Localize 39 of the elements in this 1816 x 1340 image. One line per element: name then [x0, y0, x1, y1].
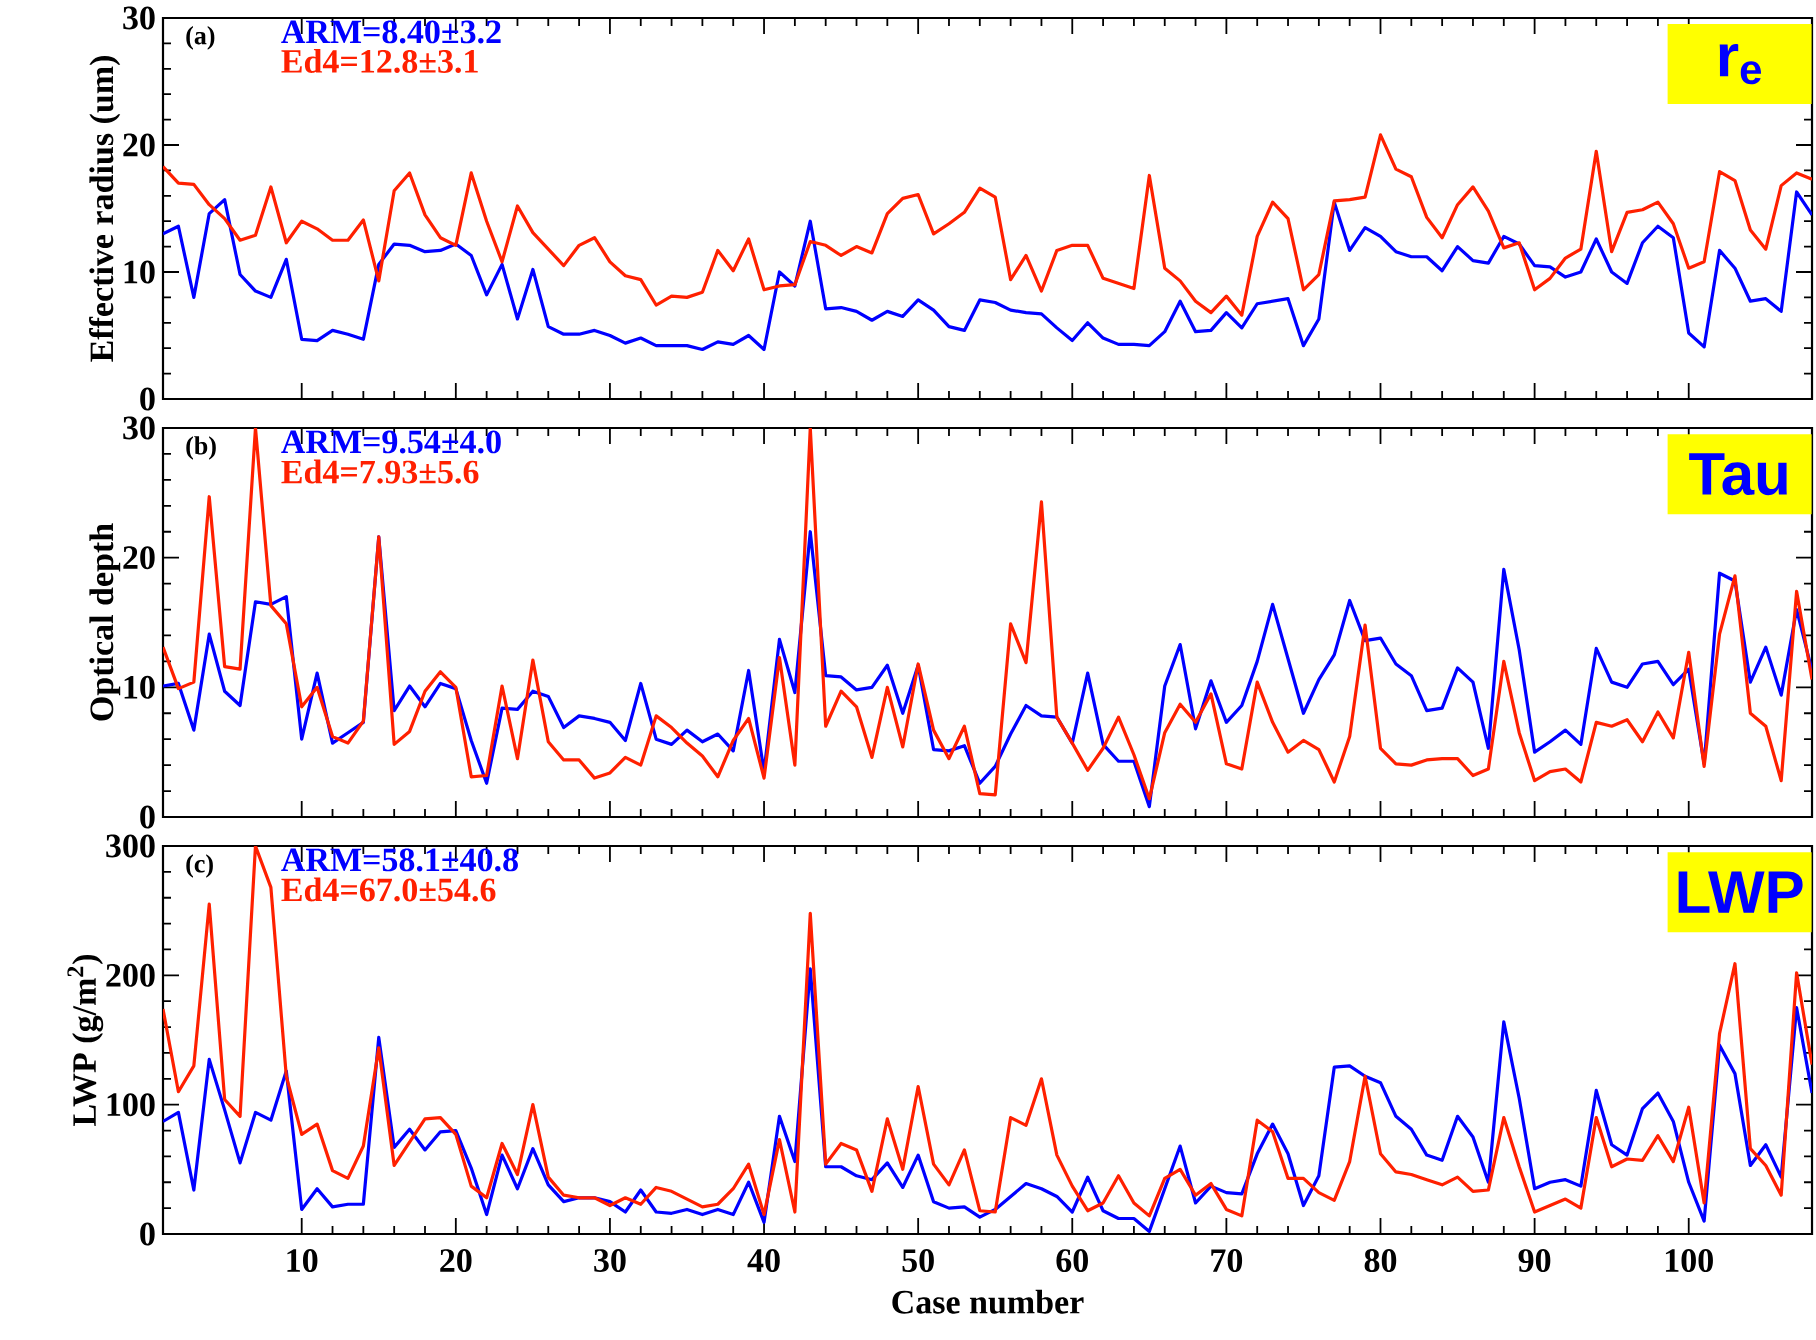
y-axis-title: LWP (g/m$^{2}$): [67, 954, 104, 1126]
x-tick-label: 100: [1665, 1249, 1713, 1273]
y-tick-label: 0: [140, 1222, 155, 1246]
annotation: ARM=8.40±3.2: [281, 20, 501, 44]
annotation: (a): [186, 26, 215, 50]
y-tick-label: 100: [107, 1093, 155, 1117]
y-tick-label: 20: [123, 546, 155, 570]
x-tick-label: 80: [1364, 1249, 1397, 1273]
annotation: (b): [186, 436, 216, 460]
annotation: ARM=9.54±4.0: [281, 430, 501, 454]
x-tick-label: 40: [747, 1249, 780, 1273]
y-tick-label: 0: [140, 387, 155, 411]
y-tick-label: 20: [123, 133, 155, 157]
y-axis-title: Optical depth: [89, 523, 121, 721]
annotation: ARM=58.1±40.8: [281, 848, 518, 872]
annotation: r$_{e}$: [1719, 44, 1762, 85]
x-tick-label: 10: [287, 1249, 318, 1273]
x-tick-label: 70: [1211, 1249, 1243, 1273]
annotation: LWP: [1678, 871, 1803, 913]
x-tick-label: 90: [1518, 1249, 1551, 1273]
y-tick-label: 10: [124, 260, 155, 284]
y-tick-label: 30: [123, 416, 155, 440]
x-tick-label: 30: [594, 1249, 626, 1273]
line-series: [163, 428, 1813, 801]
annotation: Ed4=7.93±5.6: [281, 459, 479, 484]
y-tick-label: 10: [124, 675, 155, 699]
annotation: Ed4=12.8±3.1: [281, 48, 478, 74]
y-tick-label: 300: [106, 834, 155, 858]
y-axis-title: Effective radius (um): [89, 56, 121, 362]
x-tick-label: 50: [902, 1249, 934, 1273]
y-tick-label: 0: [140, 805, 155, 829]
annotation: Tau: [1689, 453, 1787, 496]
x-axis-title: Case number: [892, 1289, 1084, 1314]
annotation: Ed4=67.0±54.6: [281, 877, 496, 902]
annotation: (c): [186, 854, 213, 878]
y-tick-label: 30: [123, 6, 155, 30]
x-tick-label: 20: [440, 1249, 472, 1273]
y-tick-label: 200: [106, 963, 155, 987]
x-tick-label: 60: [1056, 1249, 1088, 1273]
